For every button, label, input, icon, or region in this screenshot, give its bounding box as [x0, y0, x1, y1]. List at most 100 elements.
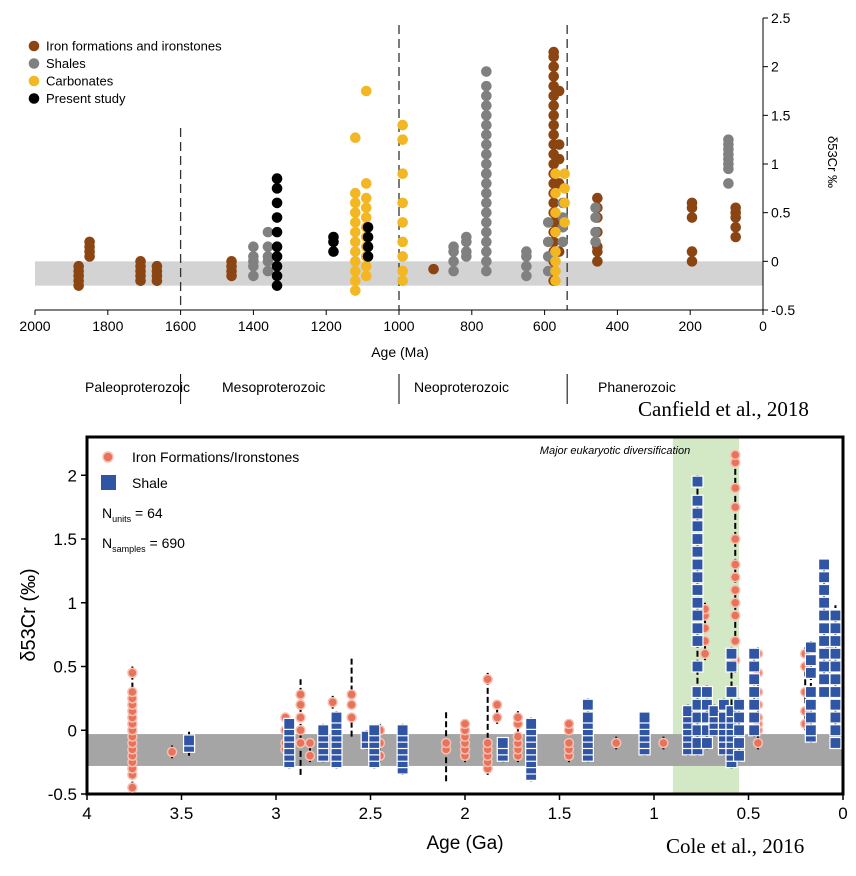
data-point: [360, 212, 372, 223]
data-point: [550, 256, 561, 267]
data-point: [686, 197, 698, 209]
data-point: [732, 736, 746, 750]
data-point: [548, 129, 559, 141]
data-point: [542, 265, 554, 277]
data-point: [350, 226, 361, 238]
data-point: [730, 231, 741, 243]
legend-marker: [28, 40, 40, 52]
data-point: [732, 724, 746, 737]
x-tick-label: 1600: [165, 318, 196, 334]
data-point: [730, 584, 741, 596]
data-point: [817, 596, 831, 609]
data-point: [397, 217, 408, 228]
data-point: [700, 698, 714, 711]
count-annotation: Nunits = 64: [102, 505, 163, 524]
data-point: [481, 197, 492, 209]
data-point: [271, 183, 283, 194]
data-point: [691, 622, 704, 635]
data-point: [829, 736, 842, 750]
data-point: [481, 119, 492, 131]
data-point: [283, 717, 296, 730]
data-point: [817, 647, 831, 660]
data-point: [271, 197, 283, 209]
data-point: [262, 241, 274, 253]
x-tick-label: 0: [759, 318, 767, 334]
data-point: [559, 183, 570, 194]
data-point: [817, 673, 831, 686]
data-point: [84, 236, 95, 248]
data-point: [563, 737, 575, 749]
data-point: [730, 501, 741, 513]
x-tick-label: 2.5: [359, 804, 383, 823]
data-point: [481, 148, 492, 160]
data-point: [350, 197, 361, 209]
data-point: [512, 731, 524, 742]
data-point: [559, 168, 570, 180]
data-point: [553, 85, 565, 97]
data-point: [317, 724, 330, 737]
x-tick-label: 2000: [19, 318, 50, 334]
data-point: [730, 572, 741, 583]
data-point: [262, 226, 274, 238]
data-point: [548, 71, 559, 82]
data-point: [691, 571, 704, 584]
data-point: [350, 132, 361, 144]
data-point: [360, 192, 372, 204]
data-point: [804, 666, 817, 679]
y-tick-label: 1.5: [53, 530, 77, 549]
data-point: [691, 583, 704, 597]
data-point: [127, 686, 138, 698]
data-point: [481, 236, 492, 248]
x-tick-label: 1400: [238, 318, 269, 334]
data-point: [732, 711, 746, 724]
era-label: Phanerozoic: [598, 379, 676, 395]
data-point: [271, 226, 283, 238]
data-point: [360, 202, 372, 214]
data-point: [725, 647, 738, 660]
data-point: [829, 724, 842, 737]
data-point: [725, 660, 738, 673]
data-point: [481, 158, 492, 170]
data-point: [397, 119, 408, 131]
data-point: [461, 231, 472, 243]
y-tick-label: 1: [68, 594, 77, 613]
data-point: [248, 241, 259, 253]
x-axis-label: Age (Ma): [371, 344, 429, 360]
data-point: [362, 221, 374, 233]
x-tick-label: 4: [82, 804, 91, 823]
data-point: [542, 217, 554, 228]
data-point: [748, 724, 761, 737]
data-point: [428, 263, 439, 275]
data-point: [350, 285, 361, 296]
data-point: [481, 226, 492, 238]
data-point: [525, 717, 538, 730]
data-point: [748, 660, 761, 673]
data-point: [804, 654, 817, 667]
x-tick-label: 200: [679, 318, 703, 334]
data-point: [491, 699, 503, 710]
data-point: [482, 674, 493, 685]
data-point: [658, 737, 669, 749]
era-label: Neoproterozoic: [414, 379, 509, 395]
data-point: [135, 256, 146, 267]
data-point: [368, 724, 381, 737]
data-point: [730, 449, 741, 461]
count-annotation: Nsamples = 690: [102, 535, 185, 554]
data-point: [748, 647, 761, 660]
data-point: [550, 275, 561, 287]
data-point: [817, 571, 831, 584]
y-tick-label: 0: [771, 253, 779, 269]
data-point: [748, 673, 761, 686]
y-tick-label: 0.5: [771, 205, 791, 221]
data-point: [295, 689, 306, 700]
data-point: [271, 270, 283, 282]
data-point: [481, 187, 492, 199]
data-point: [304, 750, 316, 761]
legend-label: Iron Formations/Ironstones: [132, 449, 299, 465]
data-point: [262, 251, 274, 262]
data-point: [397, 251, 408, 262]
top-citation: Canfield et al., 2018: [638, 397, 809, 421]
highlight-band-label: Major eukaryotic diversification: [540, 445, 690, 457]
data-point: [542, 236, 554, 248]
